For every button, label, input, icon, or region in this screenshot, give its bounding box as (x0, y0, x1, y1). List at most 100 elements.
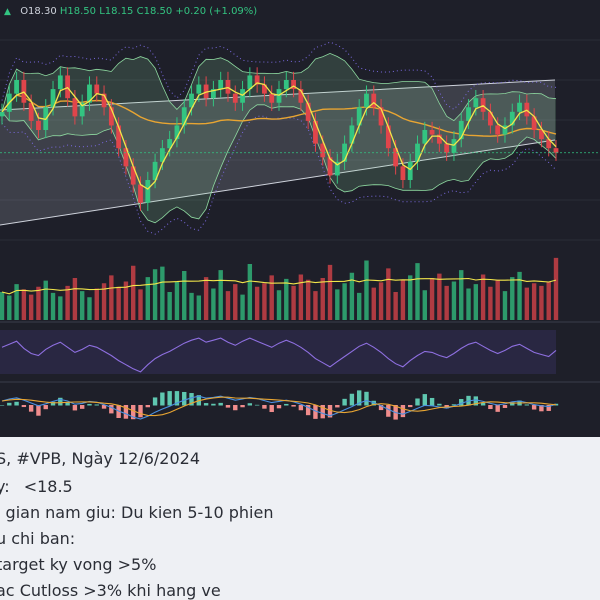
volume-bar (145, 277, 150, 320)
candle-body (72, 98, 78, 117)
macd-histogram-bar (58, 397, 63, 406)
macd-histogram-bar (167, 391, 172, 406)
macd-histogram-bar (145, 405, 150, 408)
candle-body (436, 134, 442, 144)
volume-bar (510, 277, 515, 320)
volume-bar (269, 275, 274, 320)
candle-body (240, 89, 245, 103)
candle-body (108, 107, 114, 126)
volume-bar (451, 281, 457, 320)
volume-bar (123, 281, 129, 320)
volume-bar (21, 289, 27, 320)
volume-bar (349, 272, 355, 320)
macd-histogram-bar (327, 405, 333, 418)
volume-bar (466, 288, 471, 320)
candle-body (407, 161, 413, 180)
candle-body (116, 125, 122, 149)
volume-bar (546, 281, 551, 320)
candle-body (28, 102, 34, 121)
volume-bar (553, 257, 559, 320)
note-holding-time: i gian nam giu: Du kien 5-10 phien (0, 503, 274, 522)
volume-bar (480, 274, 486, 320)
macd-histogram-bar (94, 404, 99, 406)
macd-histogram-bar (174, 391, 180, 406)
volume-bar (254, 286, 260, 320)
chevron-up-icon[interactable]: ▲ (4, 7, 11, 17)
candle-body (181, 107, 187, 126)
note-header: S, #VPB, Ngày 12/6/2024 (0, 449, 200, 468)
volume-bar (218, 270, 223, 320)
volume-bar (386, 268, 391, 320)
candle-body (502, 125, 508, 135)
volume-bar (378, 282, 384, 320)
volume-bar (415, 263, 420, 320)
candle-body (36, 120, 41, 130)
macd-histogram-bar (524, 404, 530, 406)
macd-histogram-bar (291, 405, 296, 407)
macd-histogram-bar (65, 402, 70, 406)
volume-bar (7, 295, 12, 320)
volume-bar (517, 271, 522, 320)
macd-histogram-bar (233, 405, 238, 411)
macd-histogram-bar (473, 396, 479, 406)
candle-body (0, 111, 5, 117)
candle-body (196, 84, 202, 94)
candle-body (378, 107, 384, 126)
candle-body (269, 93, 275, 103)
ohlc-low: L18.15 (99, 6, 134, 17)
macd-histogram-bar (131, 405, 136, 420)
candle-body (232, 93, 238, 103)
volume-bar (182, 271, 187, 320)
price-chart[interactable] (0, 0, 600, 437)
macd-histogram-bar (342, 398, 347, 406)
macd-histogram-bar (43, 405, 48, 410)
macd-histogram-bar (14, 401, 19, 406)
note-buy-value: <18.5 (23, 477, 73, 496)
macd-signal-line (1, 396, 557, 417)
volume-bar (225, 291, 231, 320)
volume-bar (313, 291, 318, 320)
candle-body (451, 139, 457, 153)
volume-bar (495, 279, 500, 320)
candle-body (189, 93, 194, 108)
macd-histogram-bar (349, 393, 355, 406)
candle-body (79, 102, 85, 117)
macd-histogram-bar (305, 405, 311, 416)
candle-body (313, 120, 318, 144)
note-sell-condition: u chi ban: (0, 529, 76, 548)
volume-bar (131, 265, 136, 320)
candle-body (254, 75, 260, 85)
candle-body (218, 80, 224, 90)
volume-bar (262, 283, 267, 320)
candle-body (130, 166, 136, 185)
candle-body (509, 111, 515, 126)
macd-histogram-bar (356, 390, 362, 406)
candle-body (466, 107, 471, 121)
volume-bar (50, 292, 56, 320)
ma-short-line (1, 82, 557, 190)
volume-bar (327, 264, 333, 320)
candle-body (422, 130, 428, 144)
candle-body (298, 89, 304, 103)
volume-bar (437, 273, 442, 320)
candle-body (159, 148, 165, 162)
candle-body (349, 125, 355, 144)
macd-histogram-bar (480, 402, 486, 406)
volume-bar (196, 295, 202, 320)
note-target: target ky vong >5% (0, 555, 157, 574)
macd-histogram-bar (101, 405, 107, 409)
candle-body (356, 107, 362, 126)
candle-body (50, 89, 56, 108)
macd-histogram-bar (0, 405, 5, 406)
macd-histogram-bar (320, 405, 325, 419)
candle-body (495, 125, 501, 135)
macd-histogram-bar (429, 397, 435, 406)
macd-histogram-bar (247, 403, 253, 406)
candle-body (14, 80, 19, 94)
volume-bar (488, 286, 493, 320)
volume-bar (167, 292, 172, 320)
chart-area[interactable]: ▲ O18.30 H18.50 L18.15 C18.50 +0.20 (+1.… (0, 0, 600, 437)
volume-bar (284, 278, 289, 320)
volume-bar (36, 286, 41, 320)
volume-bar (539, 285, 544, 320)
